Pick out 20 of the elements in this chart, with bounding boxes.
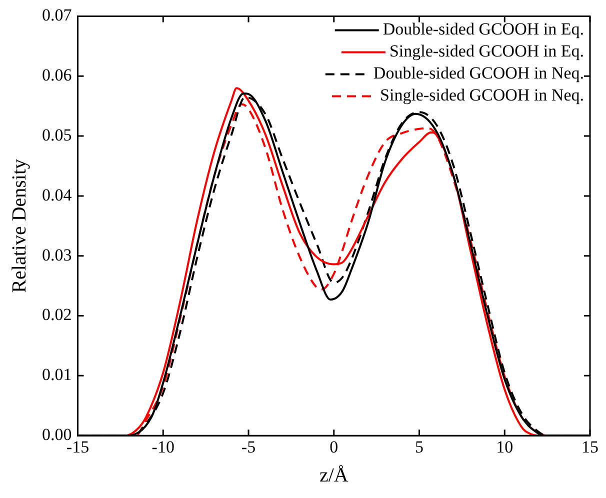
x-tick-label: 0 — [330, 437, 338, 456]
legend-label: Double-sided GCOOH in Eq. — [382, 20, 584, 39]
y-tick-label: 0.01 — [42, 365, 72, 384]
y-tick-label: 0.06 — [42, 66, 72, 85]
y-tick-label: 0.00 — [42, 425, 72, 444]
x-tick-label: -10 — [152, 437, 174, 456]
x-tick-label: -5 — [241, 437, 256, 456]
y-axis-title: Relative Density — [8, 158, 30, 293]
y-tick-label: 0.05 — [42, 125, 72, 144]
legend-label: Single-sided GCOOH in Neq. — [380, 86, 584, 105]
x-tick-label: 15 — [582, 437, 598, 456]
x-tick-label: 10 — [496, 437, 514, 456]
y-tick-label: 0.04 — [42, 185, 72, 204]
legend-label: Single-sided GCOOH in Eq. — [389, 42, 584, 61]
y-tick-label: 0.02 — [42, 305, 72, 324]
y-tick-label: 0.07 — [42, 6, 72, 25]
legend-label: Double-sided GCOOH in Neq. — [373, 64, 584, 83]
y-tick-label: 0.03 — [42, 245, 72, 264]
x-tick-label: 5 — [415, 437, 424, 456]
x-axis-title: z/Å — [319, 464, 349, 486]
